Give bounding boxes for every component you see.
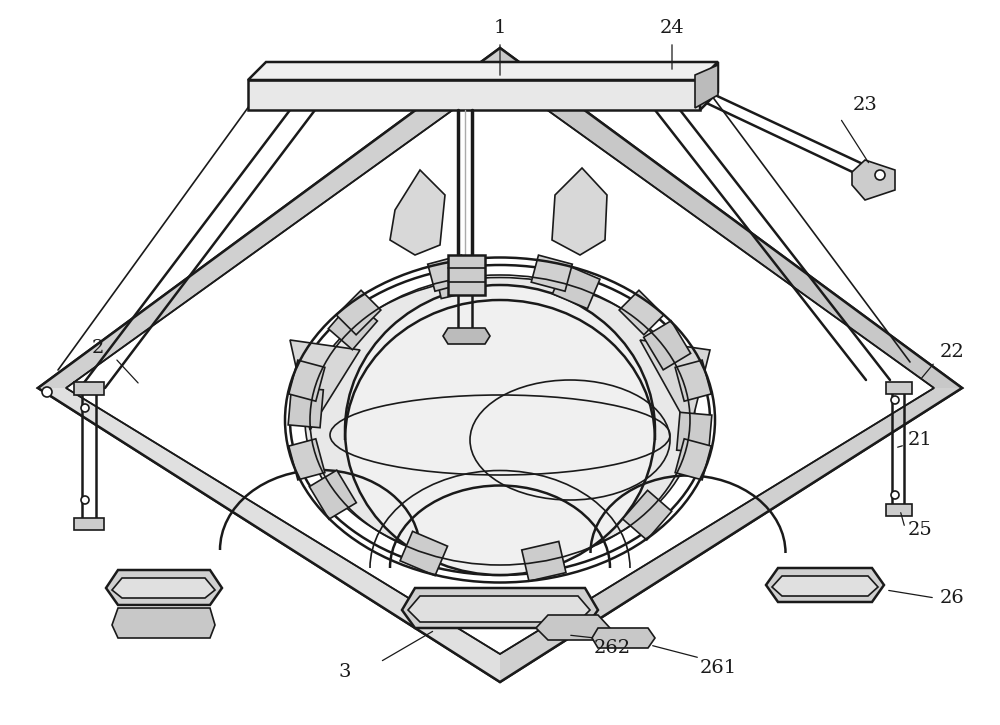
Text: 21: 21 [908, 431, 932, 449]
Polygon shape [248, 62, 718, 80]
Polygon shape [700, 62, 718, 110]
Polygon shape [428, 255, 469, 291]
Text: 3: 3 [339, 663, 351, 681]
Polygon shape [112, 578, 215, 598]
Text: 1: 1 [494, 19, 506, 37]
Polygon shape [766, 568, 884, 602]
Polygon shape [328, 300, 377, 349]
Polygon shape [677, 413, 712, 453]
Polygon shape [74, 382, 104, 395]
Polygon shape [400, 531, 448, 576]
Polygon shape [443, 328, 490, 344]
Polygon shape [592, 628, 655, 648]
Text: 2: 2 [92, 339, 104, 357]
Polygon shape [66, 76, 934, 654]
Polygon shape [886, 382, 912, 394]
Text: 25: 25 [908, 521, 932, 539]
Polygon shape [640, 340, 710, 430]
Polygon shape [112, 608, 215, 638]
Polygon shape [522, 542, 566, 581]
Circle shape [81, 496, 89, 504]
Polygon shape [106, 570, 222, 605]
Polygon shape [38, 48, 500, 388]
Polygon shape [448, 255, 485, 295]
Polygon shape [289, 360, 325, 401]
Polygon shape [74, 518, 104, 530]
Text: 262: 262 [593, 639, 631, 657]
Polygon shape [500, 388, 962, 682]
Circle shape [875, 170, 885, 180]
Polygon shape [886, 504, 912, 516]
Ellipse shape [290, 265, 710, 575]
Circle shape [891, 491, 899, 499]
Ellipse shape [305, 278, 695, 563]
Polygon shape [619, 290, 664, 335]
Polygon shape [38, 388, 500, 682]
Polygon shape [531, 255, 572, 291]
Polygon shape [675, 439, 711, 480]
Polygon shape [288, 387, 323, 428]
Polygon shape [675, 360, 711, 401]
Polygon shape [38, 48, 962, 682]
Polygon shape [852, 160, 895, 200]
Text: 22: 22 [940, 343, 964, 361]
Circle shape [42, 387, 52, 397]
Polygon shape [500, 48, 962, 388]
Text: 24: 24 [660, 19, 684, 37]
Polygon shape [552, 168, 607, 255]
Polygon shape [434, 259, 478, 299]
Polygon shape [289, 439, 325, 480]
Polygon shape [552, 265, 600, 309]
Circle shape [81, 404, 89, 412]
Polygon shape [309, 470, 356, 519]
Text: 261: 261 [699, 659, 737, 677]
Polygon shape [402, 588, 598, 628]
Polygon shape [390, 170, 445, 255]
Polygon shape [695, 65, 718, 108]
Polygon shape [644, 320, 691, 370]
Text: 23: 23 [853, 96, 877, 114]
Polygon shape [336, 290, 381, 335]
Polygon shape [536, 615, 610, 640]
Polygon shape [772, 576, 878, 596]
Text: 26: 26 [940, 589, 964, 607]
Polygon shape [248, 80, 700, 110]
Ellipse shape [345, 285, 655, 575]
Polygon shape [290, 340, 360, 430]
Circle shape [891, 396, 899, 404]
Polygon shape [623, 490, 672, 540]
Polygon shape [408, 596, 590, 622]
